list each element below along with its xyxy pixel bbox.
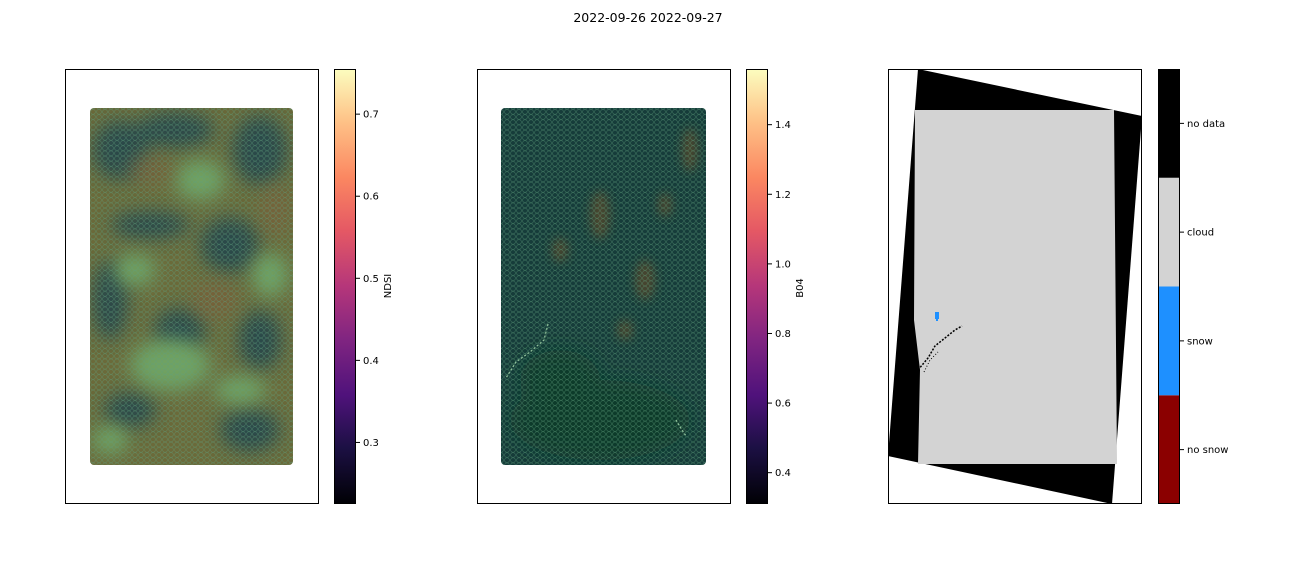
b04-axes-frame [477, 69, 731, 504]
class-colorbar-segment-no-data [1158, 69, 1180, 178]
b04-tick-label: 0.8 [775, 329, 791, 340]
panel-b04: 0.4 0.6 0.8 1.0 1.2 1.4 B04 [477, 69, 806, 504]
panel-classes: no snow snow cloud no data [888, 69, 1228, 504]
class-tick-label: no snow [1187, 445, 1228, 456]
class-colorbar-ticks: no snow snow cloud no data [1180, 119, 1228, 456]
ndsi-colorbar-ticks: 0.3 0.4 0.5 0.6 0.7 [356, 110, 379, 449]
b04-tick-label: 1.4 [775, 120, 791, 131]
ndsi-colorbar-gradient [334, 69, 356, 504]
b04-colorbar-frame [746, 69, 768, 504]
panel-ndsi: 0.3 0.4 0.5 0.6 0.7 NDSI [65, 69, 394, 504]
b04-tick-label: 0.6 [775, 399, 791, 410]
class-colorbar-segments [1158, 69, 1180, 504]
class-snow-patch [935, 312, 939, 319]
ndsi-tick-label: 0.6 [363, 192, 379, 203]
class-nodata-edge [917, 325, 963, 371]
b04-colorbar-label: B04 [795, 278, 806, 298]
class-axes-frame [888, 69, 1142, 504]
b04-tick-label: 1.0 [775, 259, 791, 270]
class-snow-patch-2 [936, 319, 938, 321]
ndsi-tick-label: 0.4 [363, 356, 379, 367]
b04-hex-grid [501, 108, 706, 465]
ndsi-colorbar: 0.3 0.4 0.5 0.6 0.7 NDSI [334, 69, 394, 504]
class-colorbar-frame [1158, 69, 1180, 504]
class-tick-label: cloud [1187, 228, 1214, 239]
class-colorbar-segment-cloud [1158, 177, 1180, 287]
class-colorbar-segment-no-snow [1158, 395, 1180, 504]
ndsi-hex-grid [90, 108, 293, 465]
figure-suptitle: 2022-09-26 2022-09-27 [573, 10, 722, 25]
b04-colorbar-gradient [746, 69, 768, 504]
b04-edge-speckle-2 [675, 419, 687, 437]
class-colorbar-segment-snow [1158, 286, 1180, 396]
ndsi-map [90, 108, 293, 465]
ndsi-tick-label: 0.5 [363, 274, 379, 285]
ndsi-colorbar-frame [334, 69, 356, 504]
ndsi-colorbar-label: NDSI [383, 274, 394, 298]
class-tick-label: no data [1187, 119, 1225, 130]
ndsi-axes-frame [65, 69, 319, 504]
class-colorbar: no snow snow cloud no data [1158, 69, 1228, 504]
b04-tick-label: 0.4 [775, 468, 791, 479]
class-cloud-region [914, 110, 1117, 464]
ndsi-tick-label: 0.3 [363, 438, 379, 449]
b04-colorbar-ticks: 0.4 0.6 0.8 1.0 1.2 1.4 [768, 120, 791, 479]
b04-colorbar: 0.4 0.6 0.8 1.0 1.2 1.4 B04 [746, 69, 806, 504]
b04-tick-label: 1.2 [775, 190, 791, 201]
b04-map [501, 108, 706, 465]
class-tick-label: snow [1187, 336, 1213, 347]
ndsi-tick-label: 0.7 [363, 110, 379, 121]
